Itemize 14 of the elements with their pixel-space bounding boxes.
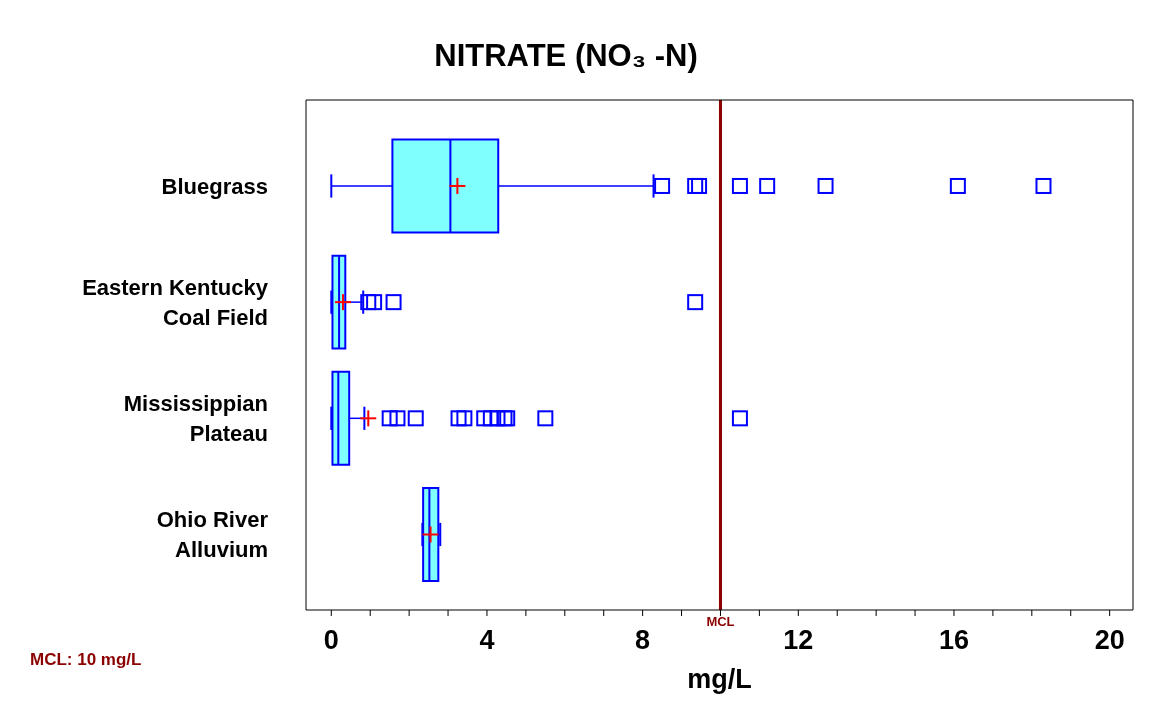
y-tick-label: Bluegrass (161, 173, 268, 199)
y-tick-label: Eastern Kentucky Coal Field (82, 275, 269, 331)
x-tick-label: 4 (479, 625, 495, 656)
x-tick-label: 0 (323, 625, 339, 656)
x-tick-label: 20 (1094, 625, 1125, 656)
x-axis-title: mg/L (687, 664, 752, 694)
x-tick-label: 8 (635, 625, 651, 656)
text: MCL: 10 mg/L (30, 650, 142, 670)
x-tick-label: 12 (783, 625, 814, 656)
y-tick-label: Ohio River Alluvium (156, 507, 269, 563)
x-tick-label: 16 (938, 625, 969, 656)
ref-line-label: MCL (706, 614, 735, 629)
y-tick-label: Mississippian Plateau (123, 391, 268, 447)
chart-title: NITRATE (NO₃ -N) (433, 38, 699, 74)
